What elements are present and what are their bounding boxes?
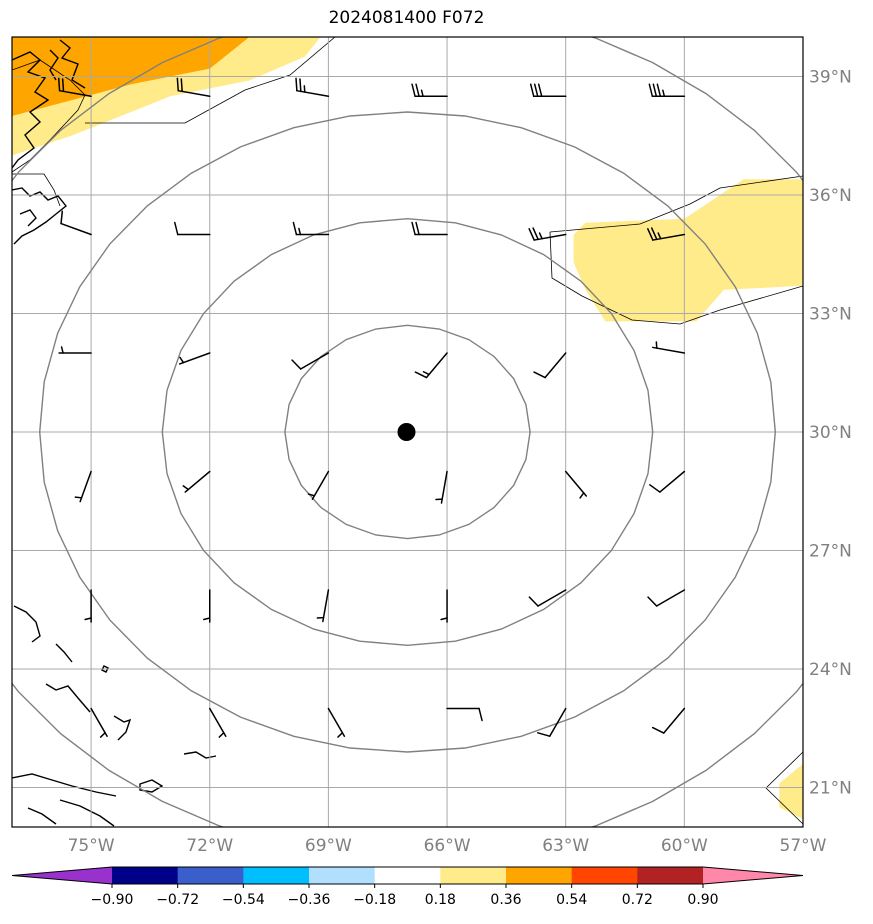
colorbar-tick-label: 0.36: [490, 892, 521, 908]
colorbar-segment: [571, 867, 638, 884]
colorbar-segment: [112, 867, 179, 884]
wind-barb: [84, 589, 92, 623]
wind-barb: [176, 77, 211, 97]
lon-tick-label: 57°W: [780, 836, 827, 856]
shaded-region-2: [573, 179, 803, 322]
grid-lines: [12, 37, 803, 827]
wind-barb: [647, 589, 686, 607]
wind-barb: [537, 707, 567, 737]
wind-barb: [411, 221, 448, 236]
lat-tick-label: 21°N: [809, 779, 852, 799]
wind-barb: [528, 227, 567, 241]
range-rings: [12, 37, 803, 827]
wind-barb: [174, 221, 211, 236]
wind-barb: [652, 341, 686, 354]
colorbar-tick-label: −0.18: [353, 892, 396, 908]
colorbar-segment: [243, 867, 310, 884]
map-area: [12, 37, 803, 827]
colorbar-tick-label: −0.72: [156, 892, 199, 908]
wind-barb: [529, 83, 567, 97]
lon-tick-label: 72°W: [186, 836, 233, 856]
wind-barb: [327, 707, 346, 738]
wind-barb: [182, 470, 211, 493]
wind-barb: [528, 589, 567, 607]
wind-barb: [178, 352, 211, 365]
wind-barb: [74, 470, 92, 503]
storm-center-marker: [397, 423, 416, 441]
wind-barb: [435, 470, 448, 504]
lon-tick-label: 66°W: [424, 836, 471, 856]
lat-tick-label: 30°N: [809, 423, 852, 443]
colorbar-tick-label: 0.90: [687, 892, 718, 908]
wind-barb: [533, 352, 567, 379]
wind-barb: [440, 589, 448, 623]
map-title: 2024081400 F072: [328, 8, 485, 28]
colorbar-extend-low: [12, 867, 112, 884]
wind-barb: [58, 346, 92, 354]
lat-tick-label: 36°N: [809, 186, 852, 206]
wind-barb: [57, 77, 92, 97]
colorbar-segment: [440, 867, 507, 884]
colorbar-tick-label: 0.72: [622, 892, 653, 908]
range-ring-2: [161, 217, 654, 647]
lon-tick-label: 75°W: [68, 836, 115, 856]
lon-tick-label: 60°W: [661, 836, 708, 856]
colorbar-segment: [309, 867, 376, 884]
wind-barb: [648, 83, 686, 97]
wind-barb: [90, 707, 108, 738]
latitude-labels: 39°N 36°N 33°N 30°N 27°N 24°N 21°N: [809, 68, 852, 799]
colorbar-tick-label: −0.36: [288, 892, 331, 908]
map-frame: [11, 36, 804, 828]
colorbar-tick-label: 0.18: [425, 892, 456, 908]
wind-barb: [649, 470, 686, 493]
wind-barb: [446, 707, 483, 722]
longitude-labels: 75°W 72°W 69°W 66°W 63°W 60°W 57°W: [68, 836, 827, 856]
wind-barb: [564, 470, 588, 499]
lat-tick-label: 39°N: [809, 68, 852, 88]
lat-tick-label: 27°N: [809, 542, 852, 562]
wind-barbs: [57, 77, 686, 738]
wind-barb: [209, 707, 227, 738]
colorbar-segment: [637, 867, 704, 884]
wind-barb: [647, 227, 686, 241]
lon-tick-label: 69°W: [305, 836, 352, 856]
range-ring-1: [284, 324, 531, 540]
wind-barb: [203, 589, 211, 623]
colorbar-tick-label: 0.54: [556, 892, 587, 908]
lat-tick-label: 24°N: [809, 660, 852, 680]
lat-tick-label: 33°N: [809, 305, 852, 325]
colorbar-segment: [177, 867, 244, 884]
colorbar-segment: [506, 867, 573, 884]
colorbar-extend-high: [703, 867, 803, 884]
colorbar-tick-label: −0.90: [91, 892, 134, 908]
wind-barb: [295, 77, 330, 97]
wind-barb: [411, 83, 448, 97]
wind-barb: [651, 707, 686, 734]
colorbar: −0.90 −0.72 −0.54 −0.36 −0.18 0.18 0.36 0.54 0.7…: [11, 866, 804, 908]
colorbar-tick-label: −0.54: [222, 892, 265, 908]
colorbar-segment: [374, 867, 441, 884]
shaded-region-3: [779, 763, 803, 820]
wind-barb: [291, 352, 330, 370]
range-ring-3: [38, 111, 777, 753]
wind-barb: [60, 210, 92, 236]
wind-barb: [307, 470, 330, 500]
lon-tick-label: 63°W: [542, 836, 589, 856]
wind-barb: [292, 221, 330, 236]
range-ring-4: [12, 37, 803, 827]
wind-barb: [414, 352, 448, 379]
wind-barb: [316, 589, 330, 623]
